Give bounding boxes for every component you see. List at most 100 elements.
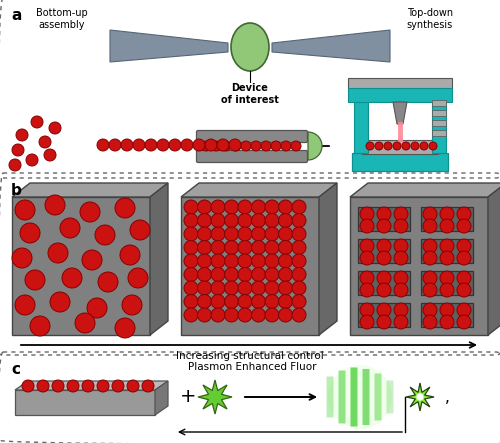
Circle shape bbox=[265, 241, 279, 254]
Circle shape bbox=[133, 139, 145, 151]
Circle shape bbox=[224, 281, 238, 295]
Circle shape bbox=[457, 219, 471, 233]
Text: Bottom-up
assembly: Bottom-up assembly bbox=[36, 8, 88, 30]
Circle shape bbox=[50, 292, 70, 312]
FancyBboxPatch shape bbox=[326, 377, 334, 417]
Circle shape bbox=[49, 122, 61, 134]
Circle shape bbox=[377, 283, 391, 297]
Polygon shape bbox=[350, 197, 488, 335]
Circle shape bbox=[39, 136, 51, 148]
Circle shape bbox=[281, 141, 291, 151]
Circle shape bbox=[238, 254, 252, 268]
Circle shape bbox=[292, 241, 306, 254]
Circle shape bbox=[201, 141, 211, 151]
Circle shape bbox=[127, 380, 139, 392]
Circle shape bbox=[221, 141, 231, 151]
Circle shape bbox=[265, 308, 279, 322]
Circle shape bbox=[130, 220, 150, 240]
Circle shape bbox=[82, 250, 102, 270]
Circle shape bbox=[184, 254, 198, 268]
Polygon shape bbox=[350, 183, 500, 197]
Circle shape bbox=[122, 295, 142, 315]
Circle shape bbox=[198, 281, 211, 295]
Circle shape bbox=[121, 139, 133, 151]
Circle shape bbox=[157, 139, 169, 151]
Circle shape bbox=[252, 281, 266, 295]
FancyBboxPatch shape bbox=[196, 151, 308, 163]
Circle shape bbox=[292, 254, 306, 268]
Circle shape bbox=[292, 281, 306, 295]
Circle shape bbox=[26, 154, 38, 166]
Circle shape bbox=[193, 139, 205, 151]
Circle shape bbox=[360, 207, 374, 221]
FancyBboxPatch shape bbox=[432, 110, 446, 116]
Circle shape bbox=[211, 214, 225, 228]
Circle shape bbox=[211, 281, 225, 295]
Polygon shape bbox=[406, 383, 434, 411]
Circle shape bbox=[416, 393, 424, 401]
Circle shape bbox=[224, 227, 238, 241]
Polygon shape bbox=[15, 390, 155, 415]
Circle shape bbox=[265, 295, 279, 308]
Circle shape bbox=[366, 142, 374, 150]
Circle shape bbox=[278, 214, 292, 228]
Circle shape bbox=[278, 200, 292, 214]
Circle shape bbox=[278, 241, 292, 254]
Circle shape bbox=[169, 139, 181, 151]
Circle shape bbox=[457, 283, 471, 297]
Polygon shape bbox=[150, 183, 168, 335]
Circle shape bbox=[198, 295, 211, 308]
FancyBboxPatch shape bbox=[350, 368, 358, 427]
Circle shape bbox=[384, 142, 392, 150]
FancyBboxPatch shape bbox=[196, 131, 308, 143]
Ellipse shape bbox=[231, 23, 269, 71]
FancyBboxPatch shape bbox=[358, 271, 410, 295]
Circle shape bbox=[184, 308, 198, 322]
FancyBboxPatch shape bbox=[432, 100, 446, 106]
Circle shape bbox=[184, 268, 198, 281]
Polygon shape bbox=[155, 381, 168, 415]
Circle shape bbox=[211, 200, 225, 214]
Circle shape bbox=[360, 303, 374, 317]
Circle shape bbox=[60, 218, 80, 238]
FancyBboxPatch shape bbox=[354, 88, 368, 153]
FancyBboxPatch shape bbox=[421, 271, 473, 295]
Circle shape bbox=[238, 200, 252, 214]
Circle shape bbox=[16, 129, 28, 141]
Circle shape bbox=[440, 283, 454, 297]
Circle shape bbox=[238, 308, 252, 322]
Circle shape bbox=[360, 315, 374, 329]
Circle shape bbox=[265, 200, 279, 214]
Circle shape bbox=[211, 227, 225, 241]
Circle shape bbox=[457, 303, 471, 317]
Circle shape bbox=[25, 270, 45, 290]
Circle shape bbox=[67, 380, 79, 392]
Circle shape bbox=[328, 365, 392, 429]
Polygon shape bbox=[181, 197, 319, 335]
Circle shape bbox=[278, 254, 292, 268]
Circle shape bbox=[423, 219, 437, 233]
Circle shape bbox=[224, 308, 238, 322]
Circle shape bbox=[80, 202, 100, 222]
Circle shape bbox=[128, 268, 148, 288]
Circle shape bbox=[238, 227, 252, 241]
Text: c: c bbox=[11, 362, 20, 377]
Text: Plasmon Enhanced Fluor: Plasmon Enhanced Fluor bbox=[188, 362, 316, 372]
Circle shape bbox=[217, 139, 229, 151]
Circle shape bbox=[37, 380, 49, 392]
Circle shape bbox=[184, 281, 198, 295]
Circle shape bbox=[265, 268, 279, 281]
Circle shape bbox=[278, 308, 292, 322]
Polygon shape bbox=[488, 183, 500, 335]
FancyBboxPatch shape bbox=[362, 140, 438, 154]
Polygon shape bbox=[198, 380, 232, 414]
Circle shape bbox=[402, 142, 410, 150]
Polygon shape bbox=[110, 30, 228, 62]
Circle shape bbox=[184, 241, 198, 254]
FancyBboxPatch shape bbox=[432, 130, 446, 136]
Circle shape bbox=[198, 214, 211, 228]
FancyBboxPatch shape bbox=[421, 207, 473, 231]
Circle shape bbox=[360, 283, 374, 297]
Circle shape bbox=[375, 142, 383, 150]
Circle shape bbox=[97, 139, 109, 151]
